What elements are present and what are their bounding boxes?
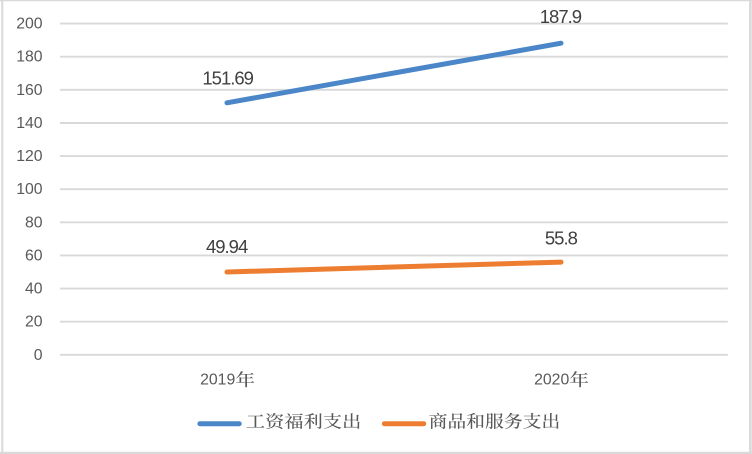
svg-text:2019: 2019: [200, 371, 235, 388]
svg-text:49.94: 49.94: [206, 236, 248, 257]
svg-text:20: 20: [25, 314, 43, 331]
svg-text:140: 140: [16, 115, 43, 132]
svg-text:100: 100: [16, 181, 43, 198]
svg-text:187.9: 187.9: [540, 6, 582, 27]
svg-text:40: 40: [25, 281, 43, 298]
svg-text:180: 180: [16, 49, 43, 66]
svg-text:2020: 2020: [534, 371, 569, 388]
svg-text:120: 120: [16, 148, 43, 165]
svg-text:151.69: 151.69: [202, 68, 253, 89]
svg-text:160: 160: [16, 82, 43, 99]
svg-text:80: 80: [25, 214, 43, 231]
svg-text:60: 60: [25, 247, 43, 264]
svg-text:55.8: 55.8: [545, 227, 578, 248]
svg-text:0: 0: [34, 347, 43, 364]
svg-text:200: 200: [16, 16, 43, 33]
